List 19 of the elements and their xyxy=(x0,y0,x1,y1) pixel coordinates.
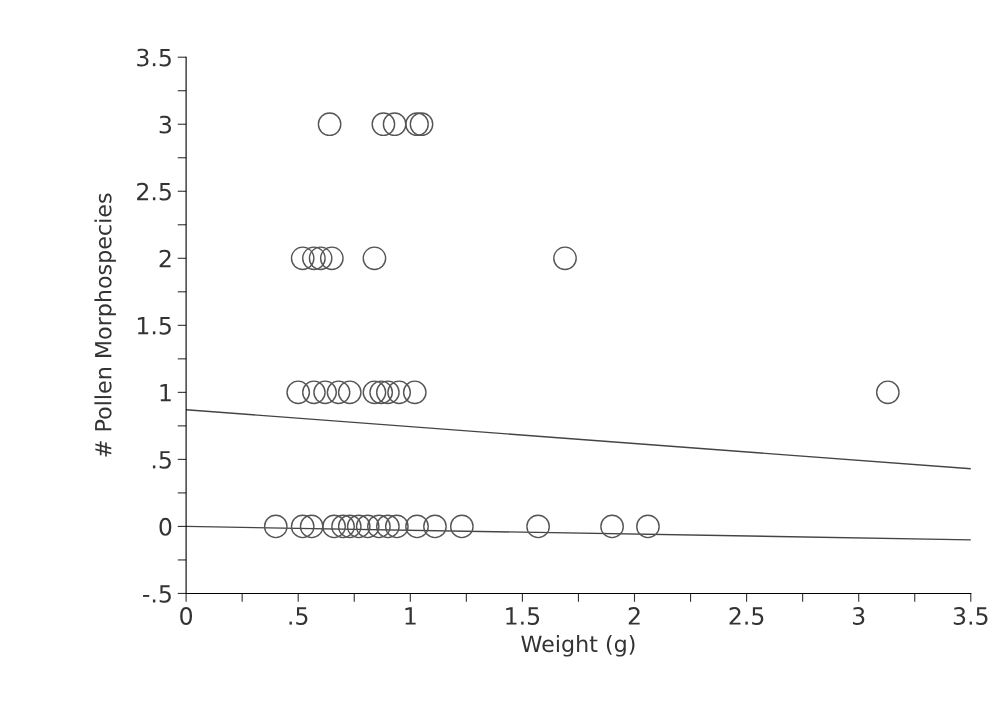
y-tick-label: 1 xyxy=(160,384,171,402)
y-tick-label: 0 xyxy=(159,517,172,536)
y-tick-label: 2 xyxy=(159,249,171,268)
y-axis-title: # Pollen Morphospecies xyxy=(94,193,116,457)
y-tick-label: .5 xyxy=(152,451,171,469)
y-tick-label: -.5 xyxy=(143,585,171,603)
x-tick-label: 3 xyxy=(852,607,865,625)
x-axis-title: Weight (g) xyxy=(521,635,635,657)
x-tick-label: 2 xyxy=(628,607,640,625)
x-tick-label: 1.5 xyxy=(506,607,540,625)
x-tick-label: 0 xyxy=(180,607,193,625)
x-tick-label: .5 xyxy=(289,607,308,625)
x-tick-label: 2.5 xyxy=(729,607,764,625)
y-tick-label: 3.5 xyxy=(137,48,171,67)
y-tick-label: 2.5 xyxy=(137,182,171,201)
y-tick-label: 3 xyxy=(159,115,172,134)
x-tick-label: 3.5 xyxy=(953,607,988,625)
x-tick-label: 1 xyxy=(405,607,416,625)
y-tick-label: 1.5 xyxy=(137,317,171,335)
